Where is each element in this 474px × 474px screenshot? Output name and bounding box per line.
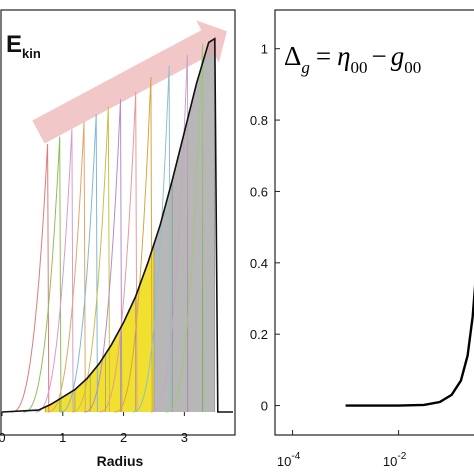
equation-term1: η [337, 41, 350, 71]
kinetic-energy-panel: Ekin 0 1 2 3 Radius [0, 9, 236, 469]
equation-term1-sub: 00 [351, 58, 368, 77]
profile-curve-7 [99, 91, 138, 413]
right-x-tick-exp-0: -4 [291, 451, 300, 462]
panel-label-main: E [6, 31, 22, 58]
envelope-curve [1, 37, 233, 413]
fill-region-yellow [44, 244, 155, 412]
profile-curve-5 [71, 106, 111, 413]
profile-curve-3 [47, 121, 86, 413]
right-x-tick-base-0: 10 [277, 454, 291, 469]
profile-curve-6 [84, 99, 123, 413]
left-x-axis-label: Radius [97, 453, 144, 469]
left-x-tick-label-1: 1 [59, 430, 66, 445]
right-x-ticks: 10-410-2100 [277, 430, 407, 469]
profile-curve-4 [59, 114, 98, 413]
right-plot-marks [345, 284, 474, 407]
equation-lhs: Δ [284, 41, 301, 71]
trend-arrow-shaft [32, 26, 221, 144]
panel-label-sub: kin [22, 46, 41, 61]
right-y-tick-label-4: 0.8 [250, 113, 268, 128]
left-x-tick-label-2: 2 [120, 430, 127, 445]
right-y-tick-label-5: 1 [261, 42, 268, 57]
left-plot-marks [1, 20, 233, 413]
fill-region-gray [153, 38, 215, 412]
right-x-tick-base-1: 10 [383, 454, 397, 469]
right-y-tick-label-0: 0 [261, 399, 268, 414]
right-x-tick-label-1: 10-2 [383, 451, 407, 469]
equation: Δg = η00− g00 [284, 41, 421, 77]
delta-g-curve [345, 284, 474, 407]
profile-curve-0 [11, 143, 50, 413]
right-y-tick-label-2: 0.4 [250, 256, 268, 271]
panel-label: Ekin [6, 31, 41, 61]
left-x-tick-label-0: 0 [0, 430, 6, 445]
profile-curve-1 [23, 136, 62, 413]
equation-term2-sub: 00 [404, 58, 421, 77]
equation-term2: g [391, 41, 405, 71]
delta-g-panel: Δg=η00−g00 00.20.40.60.81 10-410-2100 [250, 9, 474, 469]
left-x-tick-label-3: 3 [181, 430, 188, 445]
right-x-tick-exp-1: -2 [397, 451, 406, 462]
equation-lhs-sub: g [301, 58, 310, 77]
right-y-ticks: 0 0.2 0.4 0.6 0.8 1 [250, 42, 280, 414]
right-y-tick-label-1: 0.2 [250, 327, 268, 342]
equation-minus: − [372, 41, 387, 71]
right-y-tick-label-3: 0.6 [250, 184, 268, 199]
profile-curve-10 [150, 54, 190, 413]
equation-equals: = [316, 41, 331, 71]
profile-curve-8 [114, 76, 153, 413]
right-plot-frame [274, 9, 474, 436]
left-x-ticks: 0 1 2 3 [0, 412, 188, 445]
right-x-tick-label-0: 10-4 [277, 451, 301, 469]
profile-curve-9 [132, 65, 171, 413]
profile-curve-11 [166, 43, 205, 413]
